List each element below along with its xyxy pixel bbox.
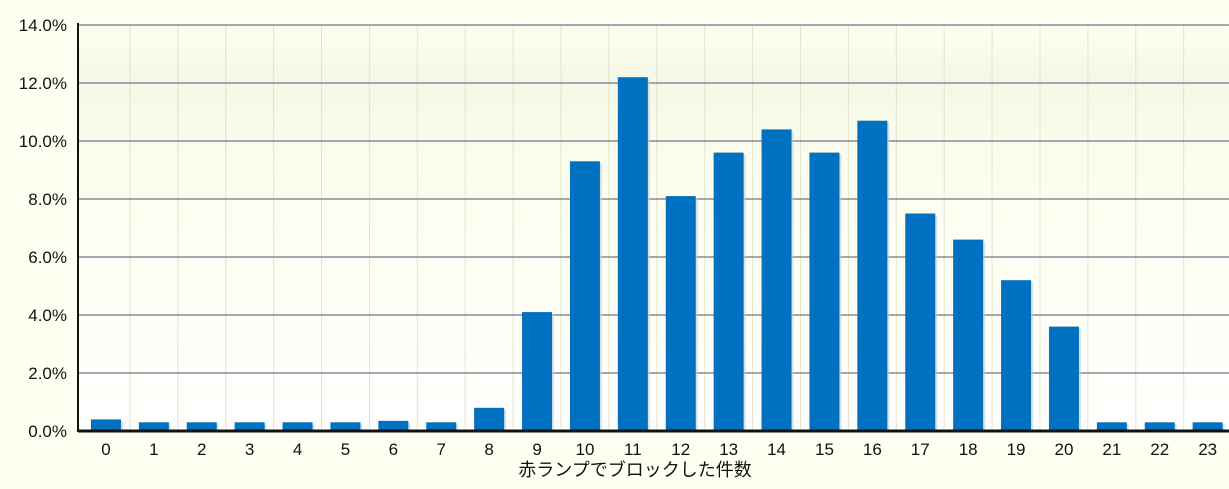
horizontal-gridlines [78,24,1229,374]
y-tick-label: 14.0% [19,16,67,35]
x-tick-label: 0 [101,440,110,459]
y-tick-label: 10.0% [19,132,67,151]
bar [713,152,744,431]
bar [426,422,457,431]
axes [77,23,1229,433]
x-tick-label: 12 [671,440,690,459]
bar [761,129,792,431]
x-tick-label: 22 [1150,440,1169,459]
bar [1048,326,1079,431]
vertical-gridlines [129,25,1185,431]
x-tick-label: 21 [1102,440,1121,459]
bar [282,422,313,431]
x-tick-label: 9 [532,440,541,459]
x-tick-label: 18 [959,440,978,459]
y-tick-label: 12.0% [19,74,67,93]
x-axis-label: 赤ランプでブロックした件数 [518,459,751,480]
x-tick-label: 16 [863,440,882,459]
x-tick-label: 7 [437,440,446,459]
y-tick-labels: 0.0% 2.0% 4.0% 6.0% 8.0% 10.0% 12.0% 14.0% [19,16,67,441]
bar [522,312,553,431]
x-tick-label: 23 [1198,440,1217,459]
x-tick-label: 13 [719,440,738,459]
bar [857,120,888,431]
plot-area [78,25,1229,431]
y-tick-label: 6.0% [28,248,67,267]
bar [617,77,648,431]
x-tick-label: 3 [245,440,254,459]
bar [905,213,936,431]
x-tick-label: 2 [197,440,206,459]
x-tick-label: 19 [1007,440,1026,459]
x-tick-label: 6 [389,440,398,459]
bar [474,407,505,431]
bar [665,196,696,431]
y-tick-label: 2.0% [28,364,67,383]
x-tick-label: 4 [293,440,302,459]
bar [1144,422,1175,431]
bar [1192,422,1223,431]
bar [1096,422,1127,431]
bar [90,419,121,431]
y-tick-label: 4.0% [28,306,67,325]
x-tick-label: 20 [1054,440,1073,459]
x-tick-label: 11 [624,440,642,459]
bar [138,422,169,431]
bar [234,422,265,431]
bar-series [90,77,1225,432]
bar [186,422,217,431]
x-tick-label: 15 [815,440,834,459]
x-tick-label: 14 [767,440,786,459]
bar [809,152,840,431]
bar [378,420,409,431]
x-tick-labels: 0 1 2 3 4 5 6 7 8 9 10 11 12 13 14 15 16 17 18 19 20 21 22 23 [101,440,1217,459]
bar [953,239,984,431]
x-tick-label: 17 [911,440,930,459]
x-tick-label: 1 [149,440,158,459]
x-tick-label: 5 [341,440,350,459]
x-tick-label: 10 [575,440,594,459]
x-tick-label: 8 [484,440,493,459]
bar [1001,280,1032,431]
bar [330,422,361,431]
y-tick-label: 8.0% [28,190,67,209]
y-tick-label: 0.0% [28,422,67,441]
bar [569,161,600,432]
